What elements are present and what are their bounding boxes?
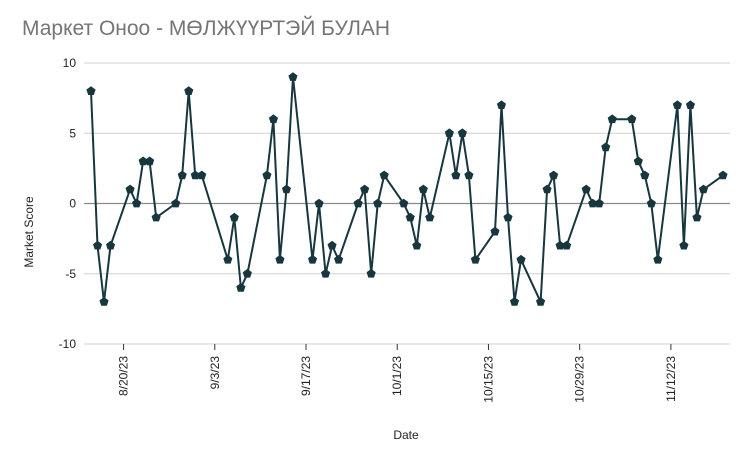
data-point: [516, 254, 526, 264]
data-point: [503, 212, 513, 222]
data-point: [132, 198, 142, 208]
data-point: [171, 198, 181, 208]
data-point: [718, 170, 728, 180]
data-point: [594, 198, 604, 208]
data-point: [581, 184, 591, 194]
data-point: [470, 254, 480, 264]
data-point: [281, 184, 291, 194]
data-point: [640, 170, 650, 180]
data-point: [125, 184, 135, 194]
data-point: [418, 184, 428, 194]
data-point: [672, 100, 682, 109]
data-point: [457, 128, 467, 138]
data-point: [106, 240, 116, 250]
data-point: [549, 170, 559, 180]
data-point: [405, 212, 415, 222]
data-point: [86, 86, 96, 95]
y-tick-label: -5: [65, 267, 76, 281]
data-point: [679, 240, 689, 250]
data-point: [496, 100, 506, 109]
data-point: [698, 184, 708, 194]
chart-title: Маркет Оноо - МӨЛЖҮҮРТЭЙ БУЛАН: [22, 17, 391, 40]
data-point: [490, 226, 500, 236]
x-tick-label: 10/15/23: [481, 356, 495, 403]
y-tick-labels: 10 5 0 -5 -10: [59, 56, 77, 351]
data-point: [138, 156, 148, 166]
data-point: [555, 240, 565, 250]
x-tick-label: 9/3/23: [208, 356, 222, 390]
data-point: [275, 254, 285, 264]
data-point: [177, 170, 187, 180]
data-point: [444, 128, 454, 138]
x-tick-label: 8/20/23: [117, 356, 131, 396]
data-point: [542, 184, 552, 194]
x-tick-label: 11/12/23: [664, 356, 678, 402]
data-point: [145, 156, 155, 166]
data-point: [685, 100, 695, 109]
data-point: [464, 170, 474, 180]
data-point: [229, 212, 239, 222]
data-point: [412, 240, 422, 250]
data-point: [588, 198, 598, 208]
data-point: [236, 283, 246, 292]
data-point: [601, 142, 611, 152]
y-tick-label: 5: [69, 126, 76, 140]
data-point: [399, 198, 409, 208]
data-point: [646, 198, 656, 208]
data-point: [607, 114, 617, 124]
data-point: [633, 156, 643, 166]
data-point: [425, 212, 435, 222]
x-axis-label: Date: [393, 428, 419, 442]
series-line: [90, 76, 724, 303]
data-point: [451, 170, 461, 180]
data-point: [93, 240, 103, 250]
series-layer: [86, 72, 728, 306]
data-point: [184, 86, 194, 95]
x-tick-labels: 8/20/23 9/3/23 9/17/23 10/1/23 10/15/23 10/29…: [117, 344, 678, 403]
data-point: [99, 297, 109, 306]
y-tick-label: 0: [69, 197, 76, 211]
data-point: [373, 198, 383, 208]
data-point: [360, 184, 370, 194]
data-point: [197, 170, 207, 180]
data-point: [262, 170, 272, 180]
data-point: [334, 254, 344, 264]
data-point: [366, 268, 376, 278]
data-point: [242, 268, 252, 278]
data-point: [509, 297, 520, 306]
data-point: [268, 114, 278, 124]
x-tick-label: 10/1/23: [390, 356, 404, 396]
data-point: [536, 297, 546, 306]
data-point: [562, 240, 572, 250]
data-point: [627, 114, 637, 124]
data-point: [353, 198, 363, 208]
data-point: [314, 198, 324, 208]
data-point: [151, 212, 161, 222]
y-tick-label: 10: [63, 56, 77, 70]
data-point: [653, 254, 663, 264]
data-point: [223, 254, 233, 264]
x-tick-label: 9/17/23: [299, 356, 313, 396]
data-point: [288, 72, 298, 81]
data-point: [321, 268, 331, 278]
y-tick-label: -10: [59, 337, 77, 351]
data-point: [327, 240, 337, 250]
data-point: [692, 212, 702, 222]
data-point: [190, 170, 200, 180]
y-axis-label: Market Score: [22, 196, 36, 268]
data-point: [308, 254, 318, 264]
x-tick-label: 10/29/23: [573, 356, 587, 403]
data-point: [379, 170, 389, 180]
